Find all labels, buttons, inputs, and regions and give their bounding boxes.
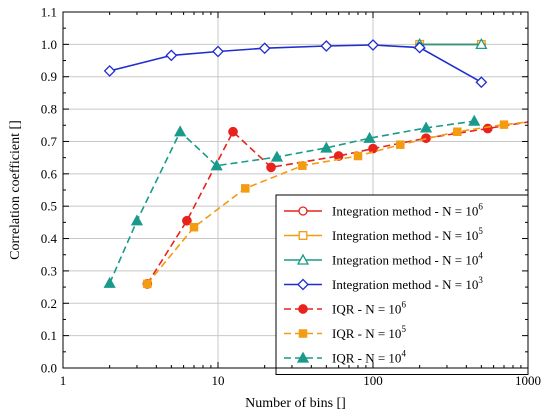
x-tick-label: 100 [363, 373, 383, 388]
y-axis-title: Correlation coefficient [] [8, 120, 23, 260]
y-tick-label: 0.4 [41, 231, 58, 246]
legend-label: IQR - N = 104 [332, 349, 406, 366]
legend: Integration method - N = 106Integration … [275, 194, 529, 375]
data-point [368, 143, 378, 154]
data-point [482, 123, 493, 134]
data-point [270, 150, 284, 162]
legend-entry: IQR - N = 104 [284, 349, 406, 366]
legend-label-text: Integration method - N = 10 [332, 228, 478, 243]
legend-entry: IQR - N = 106 [284, 300, 406, 317]
legend-label-text: Integration method - N = 10 [332, 253, 478, 268]
legend-label-exponent: 3 [478, 275, 483, 285]
legend-label: IQR - N = 105 [332, 324, 406, 341]
x-axis-title: Number of bins [] [245, 396, 346, 411]
legend-label-exponent: 5 [401, 324, 406, 334]
y-tick-label: 0.3 [41, 263, 57, 278]
y-tick-label: 0.8 [41, 102, 57, 117]
series-6 [103, 114, 481, 288]
data-point [468, 114, 481, 126]
series-3 [103, 39, 488, 89]
legend-label: IQR - N = 106 [332, 300, 406, 317]
series-2 [413, 38, 488, 50]
legend-marker [298, 304, 308, 314]
data-point [421, 133, 431, 144]
legend-entry: Integration method - N = 105 [284, 226, 483, 243]
data-point [320, 40, 333, 52]
legend-label-exponent: 5 [478, 226, 483, 236]
data-point [475, 38, 488, 50]
data-point [413, 41, 426, 54]
data-point [258, 42, 271, 55]
data-point [333, 151, 344, 161]
legend-label-text: IQR - N = 10 [332, 351, 401, 366]
legend-label-text: Integration method - N = 10 [332, 204, 478, 219]
y-tick-label: 0.5 [41, 199, 57, 214]
data-point [475, 76, 488, 89]
legend-entry: IQR - N = 105 [284, 324, 406, 341]
legend-label-text: IQR - N = 10 [332, 326, 401, 341]
legend-marker [296, 253, 310, 265]
plot-series [103, 38, 529, 289]
legend-label-exponent: 4 [401, 349, 406, 359]
x-tick-label: 1 [60, 373, 67, 388]
data-point [130, 214, 144, 226]
legend-label-text: Integration method - N = 10 [332, 277, 478, 292]
data-point [189, 222, 199, 232]
legend-label: Integration method - N = 105 [332, 226, 483, 243]
data-point [453, 127, 462, 136]
series-5 [143, 120, 529, 289]
legend-label: Integration method - N = 106 [332, 202, 483, 219]
legend-marker [296, 351, 310, 363]
y-tick-label: 0.9 [41, 69, 57, 84]
data-point [212, 45, 224, 58]
x-tick-label: 1000 [515, 373, 541, 388]
data-point [228, 126, 238, 137]
y-tick-label: 0.6 [41, 166, 58, 181]
data-point [353, 151, 363, 161]
legend-marker [298, 206, 308, 216]
data-point [241, 184, 250, 193]
data-point [182, 215, 192, 226]
legend-label-exponent: 4 [478, 251, 483, 261]
y-tick-label: 0.2 [41, 296, 57, 311]
data-point [363, 131, 376, 143]
data-point [367, 39, 379, 51]
y-tick-label: 0.0 [41, 361, 57, 376]
data-point [298, 161, 307, 170]
data-point [210, 159, 223, 171]
legend-marker [298, 231, 308, 240]
legend-label: Integration method - N = 104 [332, 251, 483, 268]
legend-label-exponent: 6 [401, 300, 406, 310]
data-point [143, 279, 152, 289]
y-tick-label: 0.7 [41, 134, 58, 149]
legend-marker [298, 329, 308, 338]
data-point [499, 120, 509, 129]
legend-entry: Integration method - N = 104 [284, 251, 483, 268]
data-point [165, 49, 178, 62]
legend-label-text: IQR - N = 10 [332, 302, 401, 317]
data-point [396, 140, 405, 149]
legend-label: Integration method - N = 103 [332, 275, 483, 292]
data-point [266, 162, 276, 173]
legend-entry: Integration method - N = 106 [284, 202, 483, 219]
y-tick-label: 0.1 [41, 328, 57, 343]
axes: 1 10 100 1000 0.0 0.1 0.2 0.3 0.4 0.5 0.6 0.7 0.8 0.9… [41, 5, 541, 389]
y-tick-label: 1.0 [41, 37, 57, 52]
data-point [320, 141, 333, 153]
data-point [174, 125, 187, 137]
data-point [419, 121, 433, 133]
y-tick-label: 1.1 [41, 5, 57, 20]
data-point [103, 276, 116, 288]
data-point [103, 64, 116, 77]
legend-entry: Integration method - N = 103 [284, 275, 483, 292]
x-tick-label: 10 [212, 373, 225, 388]
legend-label-exponent: 6 [478, 202, 483, 212]
legend-marker [297, 278, 309, 291]
series-line [109, 44, 482, 83]
